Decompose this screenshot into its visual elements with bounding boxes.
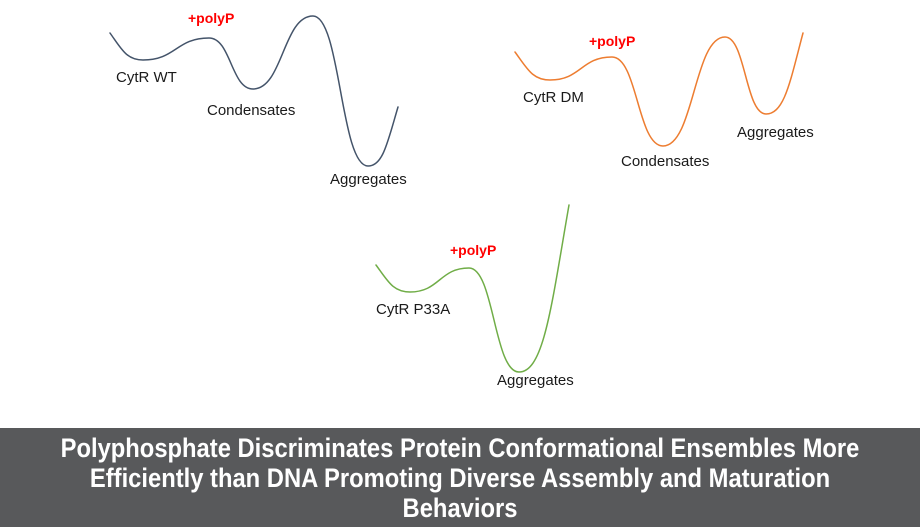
protein-label-wt: CytR WT xyxy=(116,69,177,86)
polyp-label-p33a: +polyP xyxy=(450,242,497,258)
annotation-condensates-dm: Condensates xyxy=(621,153,710,170)
caption-line-2: Efficiently than DNA Promoting Diverse A… xyxy=(89,463,831,493)
annotation-aggregates-wt: Aggregates xyxy=(330,171,407,188)
cytr-wt-curve xyxy=(109,15,399,167)
protein-label-p33a: CytR P33A xyxy=(376,301,451,318)
annotation-aggregates-p33a: Aggregates xyxy=(497,372,574,389)
protein-label-dm: CytR DM xyxy=(523,89,584,106)
annotation-aggregates-dm: Aggregates xyxy=(737,124,814,141)
annotation-condensates-wt: Condensates xyxy=(207,102,296,119)
caption-line-3: Behaviors xyxy=(402,493,518,523)
cytr-dm-curve xyxy=(514,32,804,147)
polyp-label-wt: +polyP xyxy=(188,10,235,26)
polyp-label-dm: +polyP xyxy=(589,33,636,49)
cytr-p33a-curve xyxy=(375,204,570,373)
caption-bar: Polyphosphate Discriminates Protein Conf… xyxy=(0,428,920,527)
caption-line-1: Polyphosphate Discriminates Protein Conf… xyxy=(60,433,860,463)
